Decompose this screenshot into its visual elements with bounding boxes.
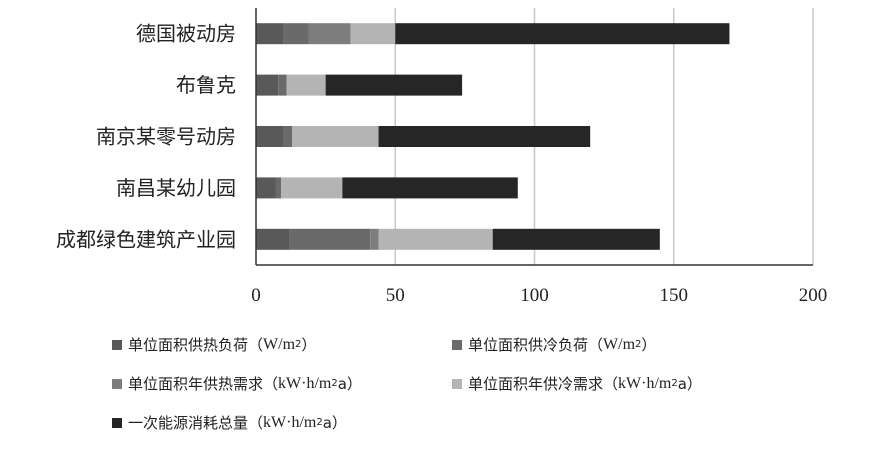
legend-label: 单位面积供热负荷（	[128, 336, 264, 354]
legend-sup: 2	[671, 378, 678, 389]
legend-unit: W/m	[603, 335, 636, 353]
bar-segment	[256, 23, 284, 45]
bar-segment	[292, 126, 379, 147]
x-tick-label: 200	[799, 285, 828, 306]
legend-item-cooling-load: 单位面积供冷负荷（ W/m 2）	[452, 334, 656, 355]
bar-segment	[256, 228, 290, 250]
bar-segment	[350, 23, 396, 45]
legend-tail: ）	[301, 336, 317, 354]
legend-item-heating-load: 单位面积供热负荷（ W/m 2）	[112, 334, 316, 355]
legend-swatch	[112, 378, 122, 389]
legend-item-annual-heating: 单位面积年供热需求（ kW·h/m 2 a）	[112, 373, 362, 394]
legend-unit: kW·h/m	[278, 374, 332, 392]
legend-tail: a）	[337, 375, 362, 393]
bar-segment	[378, 228, 493, 250]
x-tick-label: 0	[251, 285, 261, 306]
bar-segment	[378, 126, 591, 147]
bar-segment	[283, 23, 309, 45]
bar-segment	[256, 177, 276, 199]
bar-segment	[286, 74, 326, 96]
axes	[255, 8, 813, 266]
bar-segment	[492, 228, 660, 250]
bar-segment	[370, 228, 379, 250]
bar-segment	[275, 177, 282, 199]
legend-tail: ）	[641, 336, 657, 354]
legend-label: 单位面积年供冷需求（	[468, 375, 619, 393]
legend-item-primary-energy: 一次能源消耗总量（ kW·h/m 2 a）	[112, 412, 347, 433]
x-tick-label: 150	[660, 285, 689, 306]
bar-segment	[342, 177, 518, 199]
legend-swatch	[452, 339, 462, 350]
legend-item-annual-cooling: 单位面积年供冷需求（ kW·h/m 2 a）	[452, 373, 702, 394]
bars	[256, 23, 730, 250]
bar-segment	[281, 177, 343, 199]
category-label: 南昌某幼儿园	[116, 176, 236, 200]
legend-unit: kW·h/m	[618, 374, 672, 392]
legend-swatch	[112, 339, 122, 350]
legend-tail: a）	[677, 375, 702, 393]
legend-unit: kW·h/m	[263, 413, 317, 431]
bar-segment	[325, 74, 463, 96]
legend-label: 一次能源消耗总量（	[128, 414, 264, 432]
legend-tail: a）	[322, 414, 347, 432]
x-tick-label: 50	[386, 285, 405, 306]
bar-segment	[283, 126, 293, 147]
legend-sup: 2	[295, 339, 302, 350]
bar-segment	[256, 74, 279, 96]
legend-sup: 2	[316, 417, 323, 428]
category-label: 成都绿色建筑产业园	[56, 227, 236, 251]
x-tick-labels: 0 50 100 150 200	[251, 285, 827, 306]
legend-sup: 2	[331, 378, 338, 389]
bar-segment	[278, 74, 287, 96]
bar-segment	[395, 23, 730, 45]
legend-label: 单位面积年供热需求（	[128, 375, 279, 393]
bar-segment	[289, 228, 371, 250]
legend-swatch	[112, 417, 122, 428]
legend-unit: W/m	[263, 335, 296, 353]
category-label: 布鲁克	[176, 73, 236, 97]
bar-segment	[256, 126, 284, 147]
category-label: 南京某零号动房	[96, 125, 236, 149]
x-tick-label: 100	[520, 285, 549, 306]
bar-segment	[308, 23, 351, 45]
legend-sup: 2	[635, 339, 642, 350]
legend-label: 单位面积供冷负荷（	[468, 336, 604, 354]
category-label: 德国被动房	[136, 22, 236, 46]
legend-swatch	[452, 378, 462, 389]
